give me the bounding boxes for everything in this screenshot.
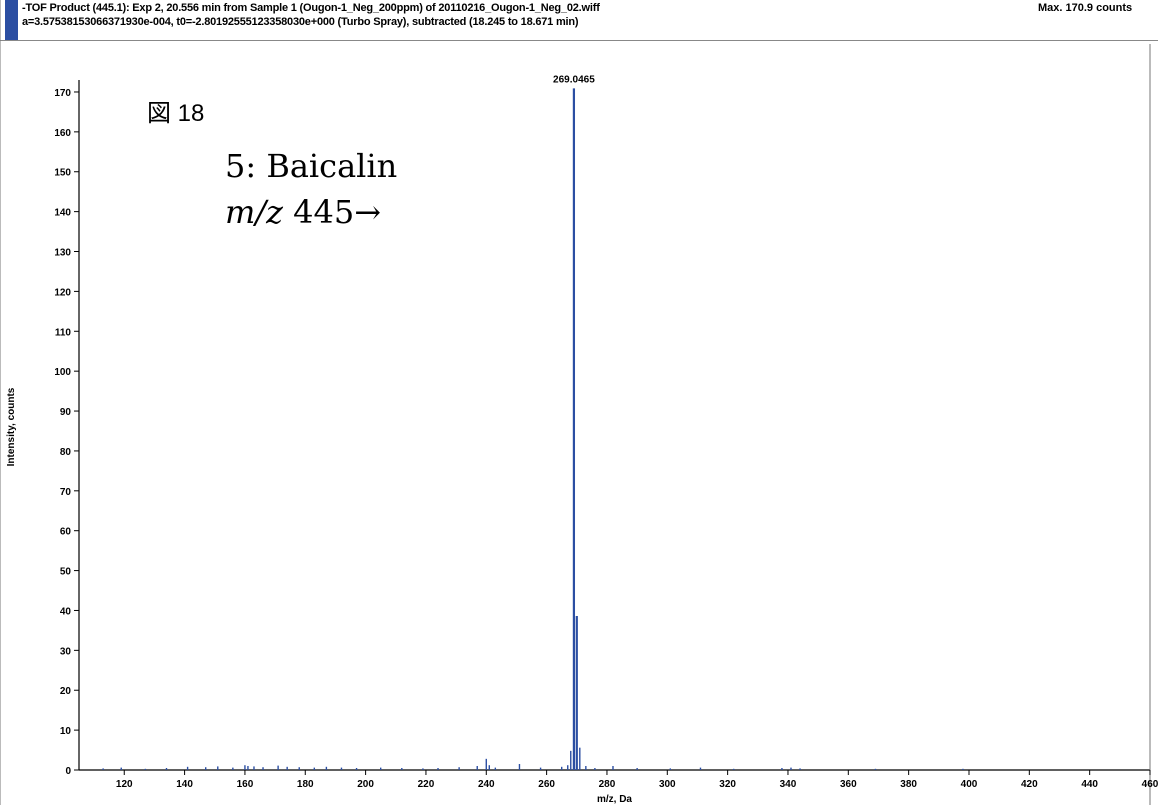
y-tick-label: 140 [54, 208, 71, 219]
x-axis-label: m/z, Da [597, 794, 632, 805]
y-tick-label: 0 [65, 766, 71, 777]
y-tick-label: 150 [54, 168, 71, 179]
x-tick-label: 200 [357, 779, 374, 790]
x-tick-label: 420 [1021, 779, 1038, 790]
x-tick-label: 140 [176, 779, 193, 790]
y-tick-label: 50 [60, 567, 72, 578]
spectrum-header-line1: -TOF Product (445.1): Exp 2, 20.556 min … [22, 2, 600, 14]
header-divider [0, 40, 1158, 41]
y-tick-label: 90 [60, 407, 72, 418]
x-tick-label: 400 [961, 779, 978, 790]
precursor-label: m/z 445→ [225, 193, 381, 231]
mz-prefix: m/z [225, 193, 283, 231]
x-tick-label: 280 [599, 779, 616, 790]
y-tick-label: 130 [54, 248, 71, 259]
y-tick-label: 10 [60, 726, 72, 737]
y-tick-label: 160 [54, 128, 71, 139]
x-tick-label: 160 [237, 779, 254, 790]
y-tick-label: 120 [54, 287, 71, 298]
x-tick-label: 180 [297, 779, 314, 790]
x-tick-label: 220 [418, 779, 435, 790]
y-tick-label: 80 [60, 447, 72, 458]
x-tick-label: 260 [538, 779, 555, 790]
x-tick-label: 240 [478, 779, 495, 790]
figure-label: 図 18 [147, 100, 205, 127]
x-tick-label: 460 [1142, 779, 1158, 790]
pane-marker[interactable] [5, 0, 18, 40]
y-axis-label: Intensity, counts [6, 387, 17, 466]
x-tick-label: 320 [719, 779, 736, 790]
y-tick-label: 100 [54, 367, 71, 378]
y-tick-label: 60 [60, 527, 72, 538]
y-tick-label: 20 [60, 686, 72, 697]
precursor-value: 445→ [293, 193, 382, 231]
y-tick-label: 30 [60, 646, 72, 657]
peak-label: 269.0465 [553, 74, 595, 85]
x-tick-label: 300 [659, 779, 676, 790]
x-tick-label: 360 [840, 779, 857, 790]
x-tick-label: 340 [780, 779, 797, 790]
spectrum-header-line2: a=3.57538153066371930e-004, t0=-2.801925… [22, 16, 579, 28]
max-counts-label: Max. 170.9 counts [1038, 2, 1133, 14]
x-tick-label: 440 [1081, 779, 1098, 790]
y-tick-label: 170 [54, 88, 71, 99]
y-tick-label: 70 [60, 487, 72, 498]
x-tick-label: 120 [116, 779, 133, 790]
y-tick-label: 40 [60, 606, 72, 617]
x-tick-label: 380 [900, 779, 917, 790]
compound-label: 5: Baicalin [225, 147, 398, 185]
y-tick-label: 110 [55, 327, 72, 338]
